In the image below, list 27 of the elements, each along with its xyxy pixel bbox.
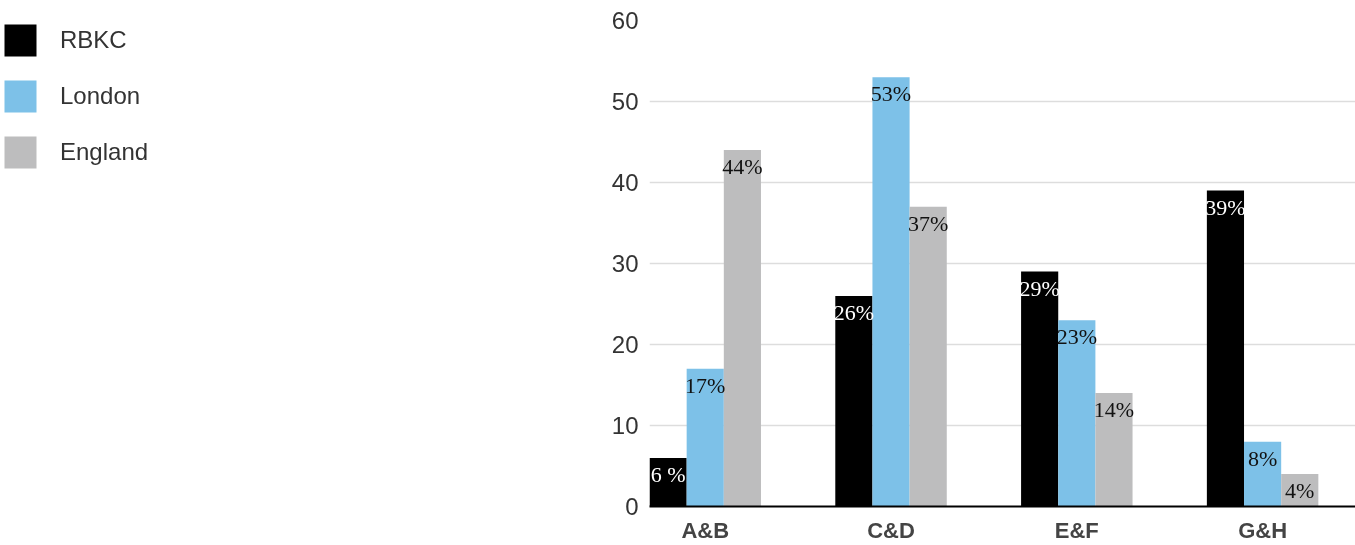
data-label: 44% xyxy=(722,154,763,180)
x-tick-label: E&F xyxy=(1054,517,1099,543)
data-label: 8% xyxy=(1247,445,1278,471)
legend-label: England xyxy=(60,138,149,166)
y-tick-label: 50 xyxy=(611,88,639,115)
data-label: 6 % xyxy=(650,461,686,487)
data-label: 17% xyxy=(685,372,726,398)
bar xyxy=(1095,393,1133,507)
y-tick-label: 60 xyxy=(611,7,639,34)
legend-label: London xyxy=(60,82,141,110)
x-tick-label: C&D xyxy=(867,517,915,543)
legend-label: RBKC xyxy=(60,26,127,54)
bar xyxy=(909,206,947,507)
y-tick-label: 20 xyxy=(611,331,639,358)
y-tick-label: 10 xyxy=(611,412,639,439)
data-label: 37% xyxy=(908,210,949,236)
data-label: 14% xyxy=(1093,397,1135,423)
bar xyxy=(723,150,761,507)
x-tick-label: G&H xyxy=(1238,517,1288,543)
y-tick-label: 40 xyxy=(611,169,639,196)
bar xyxy=(686,368,724,507)
y-tick-label: 30 xyxy=(611,250,639,277)
y-tick-label: 0 xyxy=(625,493,639,520)
bar xyxy=(872,77,910,507)
x-tick-label: A&B xyxy=(681,517,730,543)
bar xyxy=(1058,320,1096,507)
data-label: 4% xyxy=(1285,478,1315,504)
